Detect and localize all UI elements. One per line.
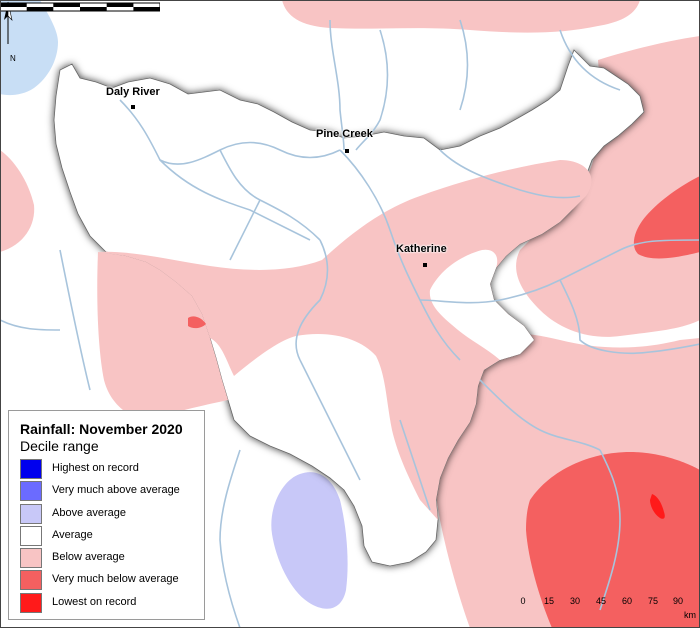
- scale-tick-label: 90: [672, 596, 684, 606]
- average-region-katherine-east: [429, 249, 534, 360]
- very-much-below-average-spot-west: [188, 316, 206, 329]
- very-much-below-average-region-south: [526, 452, 700, 628]
- town-marker-pine-creek: [345, 149, 349, 153]
- legend-swatch: [20, 504, 42, 524]
- legend-item-label: Very much above average: [52, 484, 180, 496]
- legend-swatch: [20, 570, 42, 590]
- river-network: [0, 19, 700, 628]
- legend-item-label: Highest on record: [52, 462, 139, 474]
- legend-item-label: Below average: [52, 551, 125, 563]
- town-label-daly-river: Daly River: [106, 86, 160, 98]
- town-label-pine-creek: Pine Creek: [316, 128, 373, 140]
- scale-tick-label: 0: [520, 596, 526, 606]
- below-average-region-east: [516, 36, 700, 337]
- legend-item: Average: [20, 526, 204, 548]
- scale-bar: [0, 2, 160, 12]
- scale-tick-label: 45: [595, 596, 607, 606]
- legend-swatch: [20, 459, 42, 479]
- legend-item-label: Average: [52, 529, 93, 541]
- legend-swatch: [20, 593, 42, 613]
- legend-item: Very much below average: [20, 570, 204, 592]
- below-average-region-north: [282, 0, 640, 33]
- below-average-region-west-lobe: [97, 252, 228, 420]
- legend-subtitle: Decile range: [20, 438, 99, 454]
- legend-item: Below average: [20, 548, 204, 570]
- below-average-region-catchment: [98, 160, 592, 520]
- water-body: [0, 0, 58, 96]
- below-average-region-west: [0, 150, 35, 252]
- legend-item-label: Very much below average: [52, 573, 179, 585]
- scale-tick-label: 15: [543, 596, 555, 606]
- legend-item-label: Lowest on record: [52, 596, 137, 608]
- legend-item: Highest on record: [20, 459, 204, 481]
- scale-tick-label: 60: [621, 596, 633, 606]
- legend-item: Lowest on record: [20, 593, 204, 615]
- lowest-on-record-spot: [650, 494, 665, 519]
- town-marker-katherine: [423, 263, 427, 267]
- legend-item: Very much above average: [20, 481, 204, 503]
- legend-item-label: Above average: [52, 507, 126, 519]
- above-average-region: [271, 472, 348, 609]
- scale-tick-label: 75: [647, 596, 659, 606]
- legend-swatch: [20, 548, 42, 568]
- legend-swatch: [20, 481, 42, 501]
- scale-unit-label: km: [684, 610, 696, 620]
- town-marker-daly-river: [131, 105, 135, 109]
- legend-title: Rainfall: November 2020: [20, 421, 183, 437]
- very-much-below-average-region-east: [633, 176, 700, 259]
- legend-swatch: [20, 526, 42, 546]
- town-label-katherine: Katherine: [396, 243, 447, 255]
- scale-tick-label: 30: [569, 596, 581, 606]
- legend-item: Above average: [20, 504, 204, 526]
- north-arrow-label: N: [10, 54, 16, 63]
- map-legend: Rainfall: November 2020 Decile range Hig…: [8, 410, 205, 620]
